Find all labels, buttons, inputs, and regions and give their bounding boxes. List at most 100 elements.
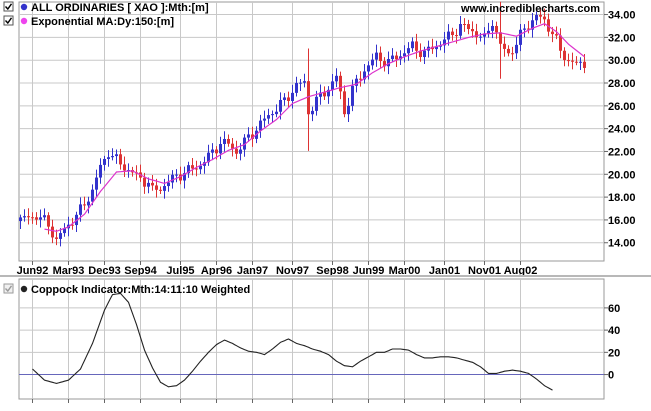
candle-body [311, 110, 314, 115]
candle-body [423, 50, 426, 58]
candle-body [155, 185, 158, 190]
x-tick-label: Jan97 [237, 265, 268, 277]
candle-body [179, 174, 182, 181]
candle-body [239, 149, 242, 154]
x-tick-label: Mar93 [53, 265, 85, 277]
candle-body [467, 24, 470, 30]
candle-body [247, 134, 250, 138]
candle-body [187, 165, 190, 174]
candle-body [527, 28, 530, 30]
candle-body [471, 29, 474, 32]
legend-label-ma: Exponential MA:Dy:150:[m] [31, 16, 174, 28]
candle-body [383, 61, 386, 67]
legend: ALL ORDINARIES [ XAO ]:Mth:[m] Exponenti… [3, 1, 209, 28]
candle-body [347, 105, 350, 115]
price-x-axis: Jun92 Mar93 Dec93 Sep94 Jul95 Apr96 Jan97 Nov97… [17, 261, 538, 277]
candle-body [403, 53, 406, 57]
candle-body [375, 52, 378, 60]
y-tick-label: 26.00 [608, 101, 636, 113]
x-tick-label: Dec93 [88, 265, 120, 277]
y-tick-label: 40 [608, 325, 620, 337]
candle-body [355, 78, 358, 86]
candle-body [327, 89, 330, 97]
y-tick-label: 24.00 [608, 124, 636, 136]
candle-body [283, 97, 286, 100]
panel-separator [0, 275, 651, 277]
x-tick-label: Sep94 [124, 265, 157, 277]
candle-body [251, 134, 254, 139]
candle-body [23, 216, 26, 218]
candle-body [79, 204, 82, 215]
candle-body [483, 33, 486, 37]
x-tick-label: Nov01 [468, 265, 501, 277]
candle-body [555, 34, 558, 36]
candle-body [263, 118, 266, 121]
candle-body [267, 115, 270, 119]
candle-body [559, 35, 562, 51]
legend-label-coppock: Coppock Indicator:Mth:14:11:10 Weighted [31, 284, 250, 296]
candle-body [115, 154, 118, 157]
candle-body [363, 71, 366, 80]
legend-swatch-price [20, 3, 28, 11]
price-y-axis: 14.00 16.00 18.00 20.00 22.00 24.00 26.00 28.00… [604, 10, 636, 250]
x-tick-label: Jun92 [17, 265, 49, 277]
candle-body [371, 59, 374, 66]
candle-body [419, 50, 422, 58]
candle-body [291, 92, 294, 101]
price-candles [19, 1, 586, 247]
candle-body [379, 52, 382, 62]
candle-body [43, 215, 46, 218]
candle-body [99, 164, 102, 178]
candle-body [583, 61, 586, 68]
x-tick-label: Sep98 [316, 265, 348, 277]
coppock-line [32, 292, 553, 391]
candle-body [535, 15, 538, 21]
candle-body [391, 55, 394, 60]
indicator-y-axis: 0 20 40 60 [604, 303, 620, 382]
legend-checkbox-ma[interactable] [3, 15, 14, 26]
candle-body [563, 50, 566, 61]
candle-body [543, 16, 546, 20]
candle-body [451, 31, 454, 36]
candle-body [575, 61, 578, 63]
candle-body [315, 96, 318, 111]
candle-body [415, 41, 418, 51]
candle-body [351, 85, 354, 106]
candle-body [111, 156, 114, 158]
candle-body [299, 82, 302, 84]
legend-checkbox-price[interactable] [3, 1, 14, 12]
candle-body [511, 53, 514, 55]
x-tick-label: Aug02 [504, 265, 538, 277]
candle-body [31, 217, 34, 219]
candle-body [399, 56, 402, 60]
candle-body [107, 157, 110, 159]
x-tick-label: Mar00 [389, 265, 421, 277]
candle-body [143, 177, 146, 187]
candle-body [335, 75, 338, 82]
y-tick-label: 32.00 [608, 32, 636, 44]
candle-body [271, 114, 274, 116]
candle-body [367, 65, 370, 72]
candle-body [87, 201, 90, 206]
candle-body [91, 189, 94, 202]
candle-body [243, 137, 246, 150]
candle-body [259, 120, 262, 131]
candle-body [435, 46, 438, 50]
indicator-panel-frame [18, 278, 605, 400]
candle-body [463, 24, 466, 26]
candle-body [275, 111, 278, 115]
candle-body [295, 82, 298, 93]
indicator-legend: Coppock Indicator:Mth:14:11:10 Weighted [3, 283, 250, 296]
candle-body [235, 148, 238, 154]
candle-body [219, 144, 222, 154]
candle-body [63, 228, 66, 234]
candle-body [547, 19, 550, 32]
legend-checkbox-coppock[interactable] [3, 283, 14, 294]
candle-body [123, 164, 126, 171]
candle-body [227, 138, 230, 144]
candle-body [55, 237, 58, 239]
legend-swatch-ma [20, 17, 28, 25]
price-panel-frame [18, 1, 605, 262]
candle-body [211, 149, 214, 153]
